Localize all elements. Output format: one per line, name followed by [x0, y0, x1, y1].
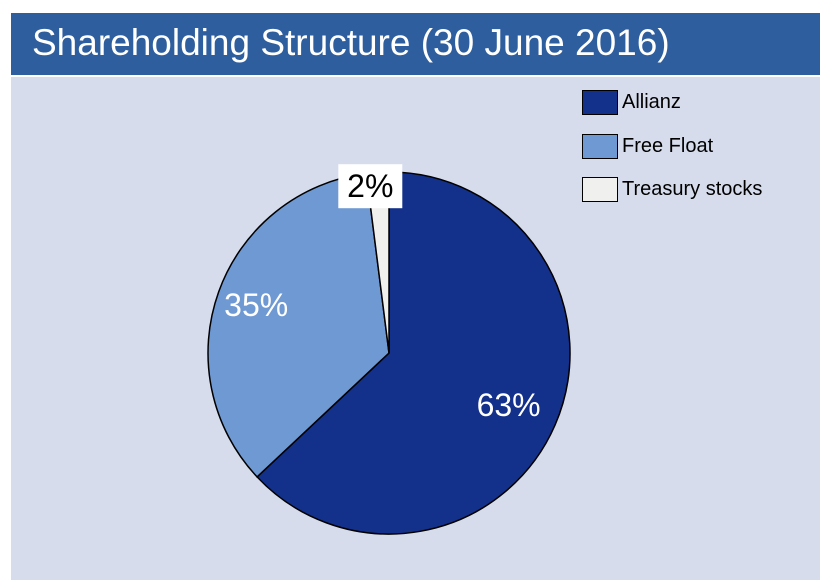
data-label-bg-treasury-stocks: [338, 164, 403, 209]
legend-label-treasury-stocks: Treasury stocks: [622, 178, 763, 200]
pie-slice-allianz: [255, 171, 571, 535]
legend-swatch-allianz: [582, 90, 618, 115]
data-label-treasury-stocks: 2%: [347, 168, 393, 204]
legend-label-allianz: Allianz: [622, 91, 681, 113]
pie-slice-free-float: [207, 172, 390, 478]
legend-label-free-float: Free Float: [622, 135, 714, 157]
legend-swatch-treasury-stocks: [582, 177, 618, 202]
legend-swatch-free-float: [582, 134, 618, 159]
title-bar: Shareholding Structure (30 June 2016): [11, 13, 820, 75]
data-label-free-float: 35%: [224, 287, 288, 323]
data-label-allianz: 63%: [477, 387, 541, 423]
page-title: Shareholding Structure (30 June 2016): [32, 22, 670, 63]
